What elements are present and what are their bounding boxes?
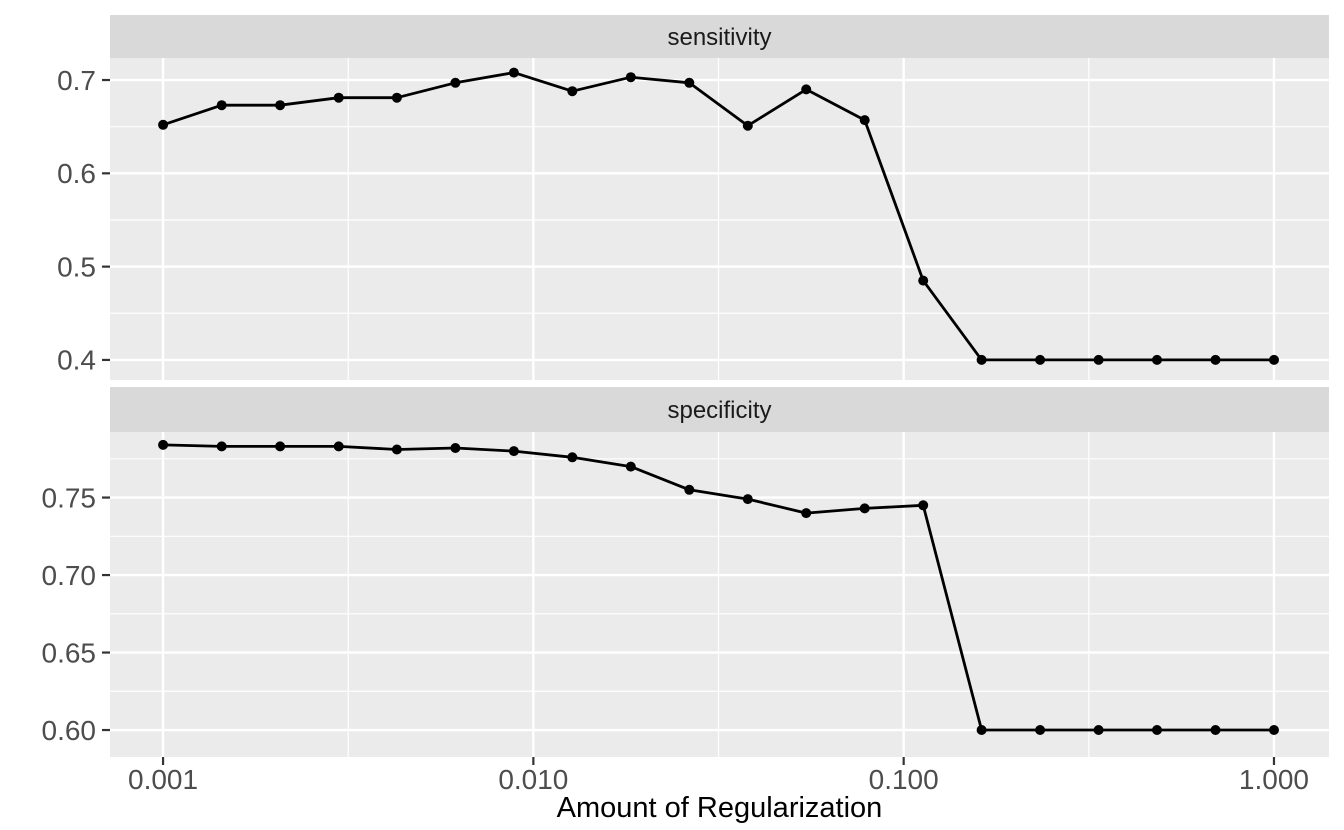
y-tick-label: 0.65 [42, 637, 97, 668]
data-point [508, 67, 519, 78]
panel-background [110, 432, 1329, 757]
data-point [1093, 725, 1104, 735]
y-tick-label: 0.5 [57, 251, 96, 282]
strip-background [110, 15, 1329, 58]
data-point [859, 503, 870, 514]
series-line [163, 443, 1274, 732]
data-point [918, 500, 929, 511]
data-point [625, 461, 636, 472]
data-point [801, 508, 812, 519]
data-point [1035, 354, 1046, 365]
series-line [162, 71, 1274, 362]
x-tick-label: 0.010 [498, 764, 568, 795]
data-point [1210, 354, 1221, 365]
panel-background [110, 58, 1329, 380]
data-point [1093, 354, 1104, 365]
data-point [801, 84, 812, 95]
y-tick-label: 0.6 [57, 158, 96, 189]
data-point [742, 494, 753, 505]
data-point [333, 92, 344, 103]
data-point [158, 439, 169, 450]
data-point [216, 100, 227, 111]
data-point [450, 443, 461, 453]
strip-label: sensitivity [667, 24, 771, 51]
data-point [567, 452, 578, 463]
data-point [275, 441, 286, 452]
x-tick-label: 0.001 [128, 764, 198, 795]
data-point [684, 77, 695, 88]
y-tick-label: 0.7 [57, 65, 96, 96]
data-point [158, 119, 169, 130]
data-point [1269, 725, 1279, 735]
y-tick-label: 0.70 [42, 560, 97, 591]
data-point [450, 77, 461, 88]
data-point [918, 275, 929, 286]
data-point [976, 725, 987, 735]
x-axis-title: Amount of Regularization [557, 792, 883, 824]
data-point [684, 484, 695, 495]
data-point [275, 100, 286, 111]
data-point [508, 446, 519, 457]
data-point [742, 120, 753, 131]
data-point [216, 441, 227, 452]
data-point [1152, 725, 1162, 735]
data-point [976, 354, 987, 365]
data-point [391, 444, 402, 455]
strip-background [110, 387, 1329, 432]
data-point [1269, 354, 1279, 365]
data-point [625, 72, 636, 83]
strip-label: specificity [667, 397, 771, 424]
x-tick-label: 0.100 [869, 764, 939, 795]
data-point [391, 92, 402, 103]
y-tick-label: 0.75 [42, 482, 97, 513]
data-point [859, 115, 870, 126]
data-point [1210, 725, 1221, 735]
data-point [567, 86, 578, 97]
data-point [1035, 725, 1046, 735]
data-point [1152, 354, 1162, 365]
data-point [333, 441, 344, 452]
y-tick-label: 0.4 [57, 345, 96, 376]
x-tick-label: 1.000 [1239, 764, 1309, 795]
y-tick-label: 0.60 [42, 715, 97, 746]
